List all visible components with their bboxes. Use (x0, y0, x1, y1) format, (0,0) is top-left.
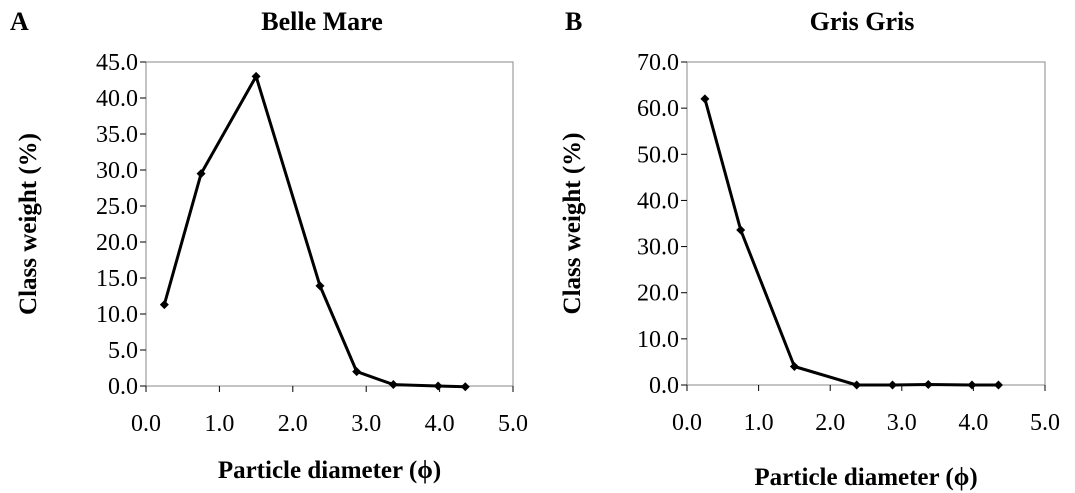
y-axis-title: Class weight (%) (15, 133, 42, 315)
x-tick-label: 4.0 (425, 411, 455, 437)
data-point-marker (352, 367, 362, 377)
data-point-marker (887, 380, 897, 390)
x-tick-label: 2.0 (815, 410, 845, 436)
data-point-marker (789, 362, 799, 372)
y-tick-label: 45.0 (96, 50, 138, 76)
data-point-marker (736, 225, 746, 235)
series-line (162, 74, 466, 389)
data-point-marker (433, 381, 443, 391)
y-tick-label: 30.0 (96, 158, 138, 184)
data-point-marker (460, 382, 470, 392)
x-axis-title: Particle diameter (ϕ) (218, 457, 441, 484)
y-tick-label: 40.0 (637, 188, 679, 214)
x-tick-label: 5.0 (498, 411, 528, 437)
x-tick-label: 5.0 (1030, 410, 1060, 436)
x-tick-label: 3.0 (351, 411, 381, 437)
x-tick-label: 0.0 (672, 410, 702, 436)
y-tick-label: 10.0 (637, 327, 679, 353)
y-tick-label: 5.0 (108, 338, 138, 364)
y-tick-label: 15.0 (96, 266, 138, 292)
y-tick-label: 35.0 (96, 122, 138, 148)
x-tick-label: 2.0 (278, 411, 308, 437)
y-tick-label: 25.0 (96, 194, 138, 220)
data-point-marker (852, 380, 862, 390)
data-point-marker (315, 281, 325, 291)
panel-label: A (10, 7, 29, 36)
x-tick-label: 3.0 (887, 410, 917, 436)
y-tick-label: 70.0 (637, 50, 679, 76)
chart-title: Gris Gris (810, 7, 915, 36)
data-point-marker (251, 71, 261, 81)
chart-title: Belle Mare (261, 7, 383, 36)
data-point-marker (700, 94, 710, 104)
y-tick-label: 20.0 (637, 281, 679, 307)
series-line (703, 98, 999, 387)
plot-area (145, 61, 514, 387)
data-point-marker (923, 380, 933, 390)
plot-area (686, 61, 1046, 386)
y-tick-label: 20.0 (96, 230, 138, 256)
panel-label: B (565, 7, 582, 36)
y-axis-title: Class weight (%) (559, 133, 586, 315)
y-tick-label: 60.0 (637, 96, 679, 122)
data-point-marker (993, 380, 1003, 390)
data-point-marker (388, 380, 398, 390)
y-tick-label: 30.0 (637, 235, 679, 261)
x-axis-title: Particle diameter (ϕ) (754, 464, 977, 491)
y-tick-label: 40.0 (96, 86, 138, 112)
data-point-marker (196, 169, 206, 179)
y-tick-label: 0.0 (649, 373, 679, 399)
y-tick-label: 0.0 (108, 374, 138, 400)
data-point-marker (159, 300, 169, 310)
y-tick-label: 50.0 (637, 142, 679, 168)
data-point-marker (967, 380, 977, 390)
x-tick-label: 1.0 (204, 411, 234, 437)
x-tick-label: 1.0 (744, 410, 774, 436)
x-tick-label: 0.0 (131, 411, 161, 437)
x-tick-label: 4.0 (958, 410, 988, 436)
y-tick-label: 10.0 (96, 302, 138, 328)
